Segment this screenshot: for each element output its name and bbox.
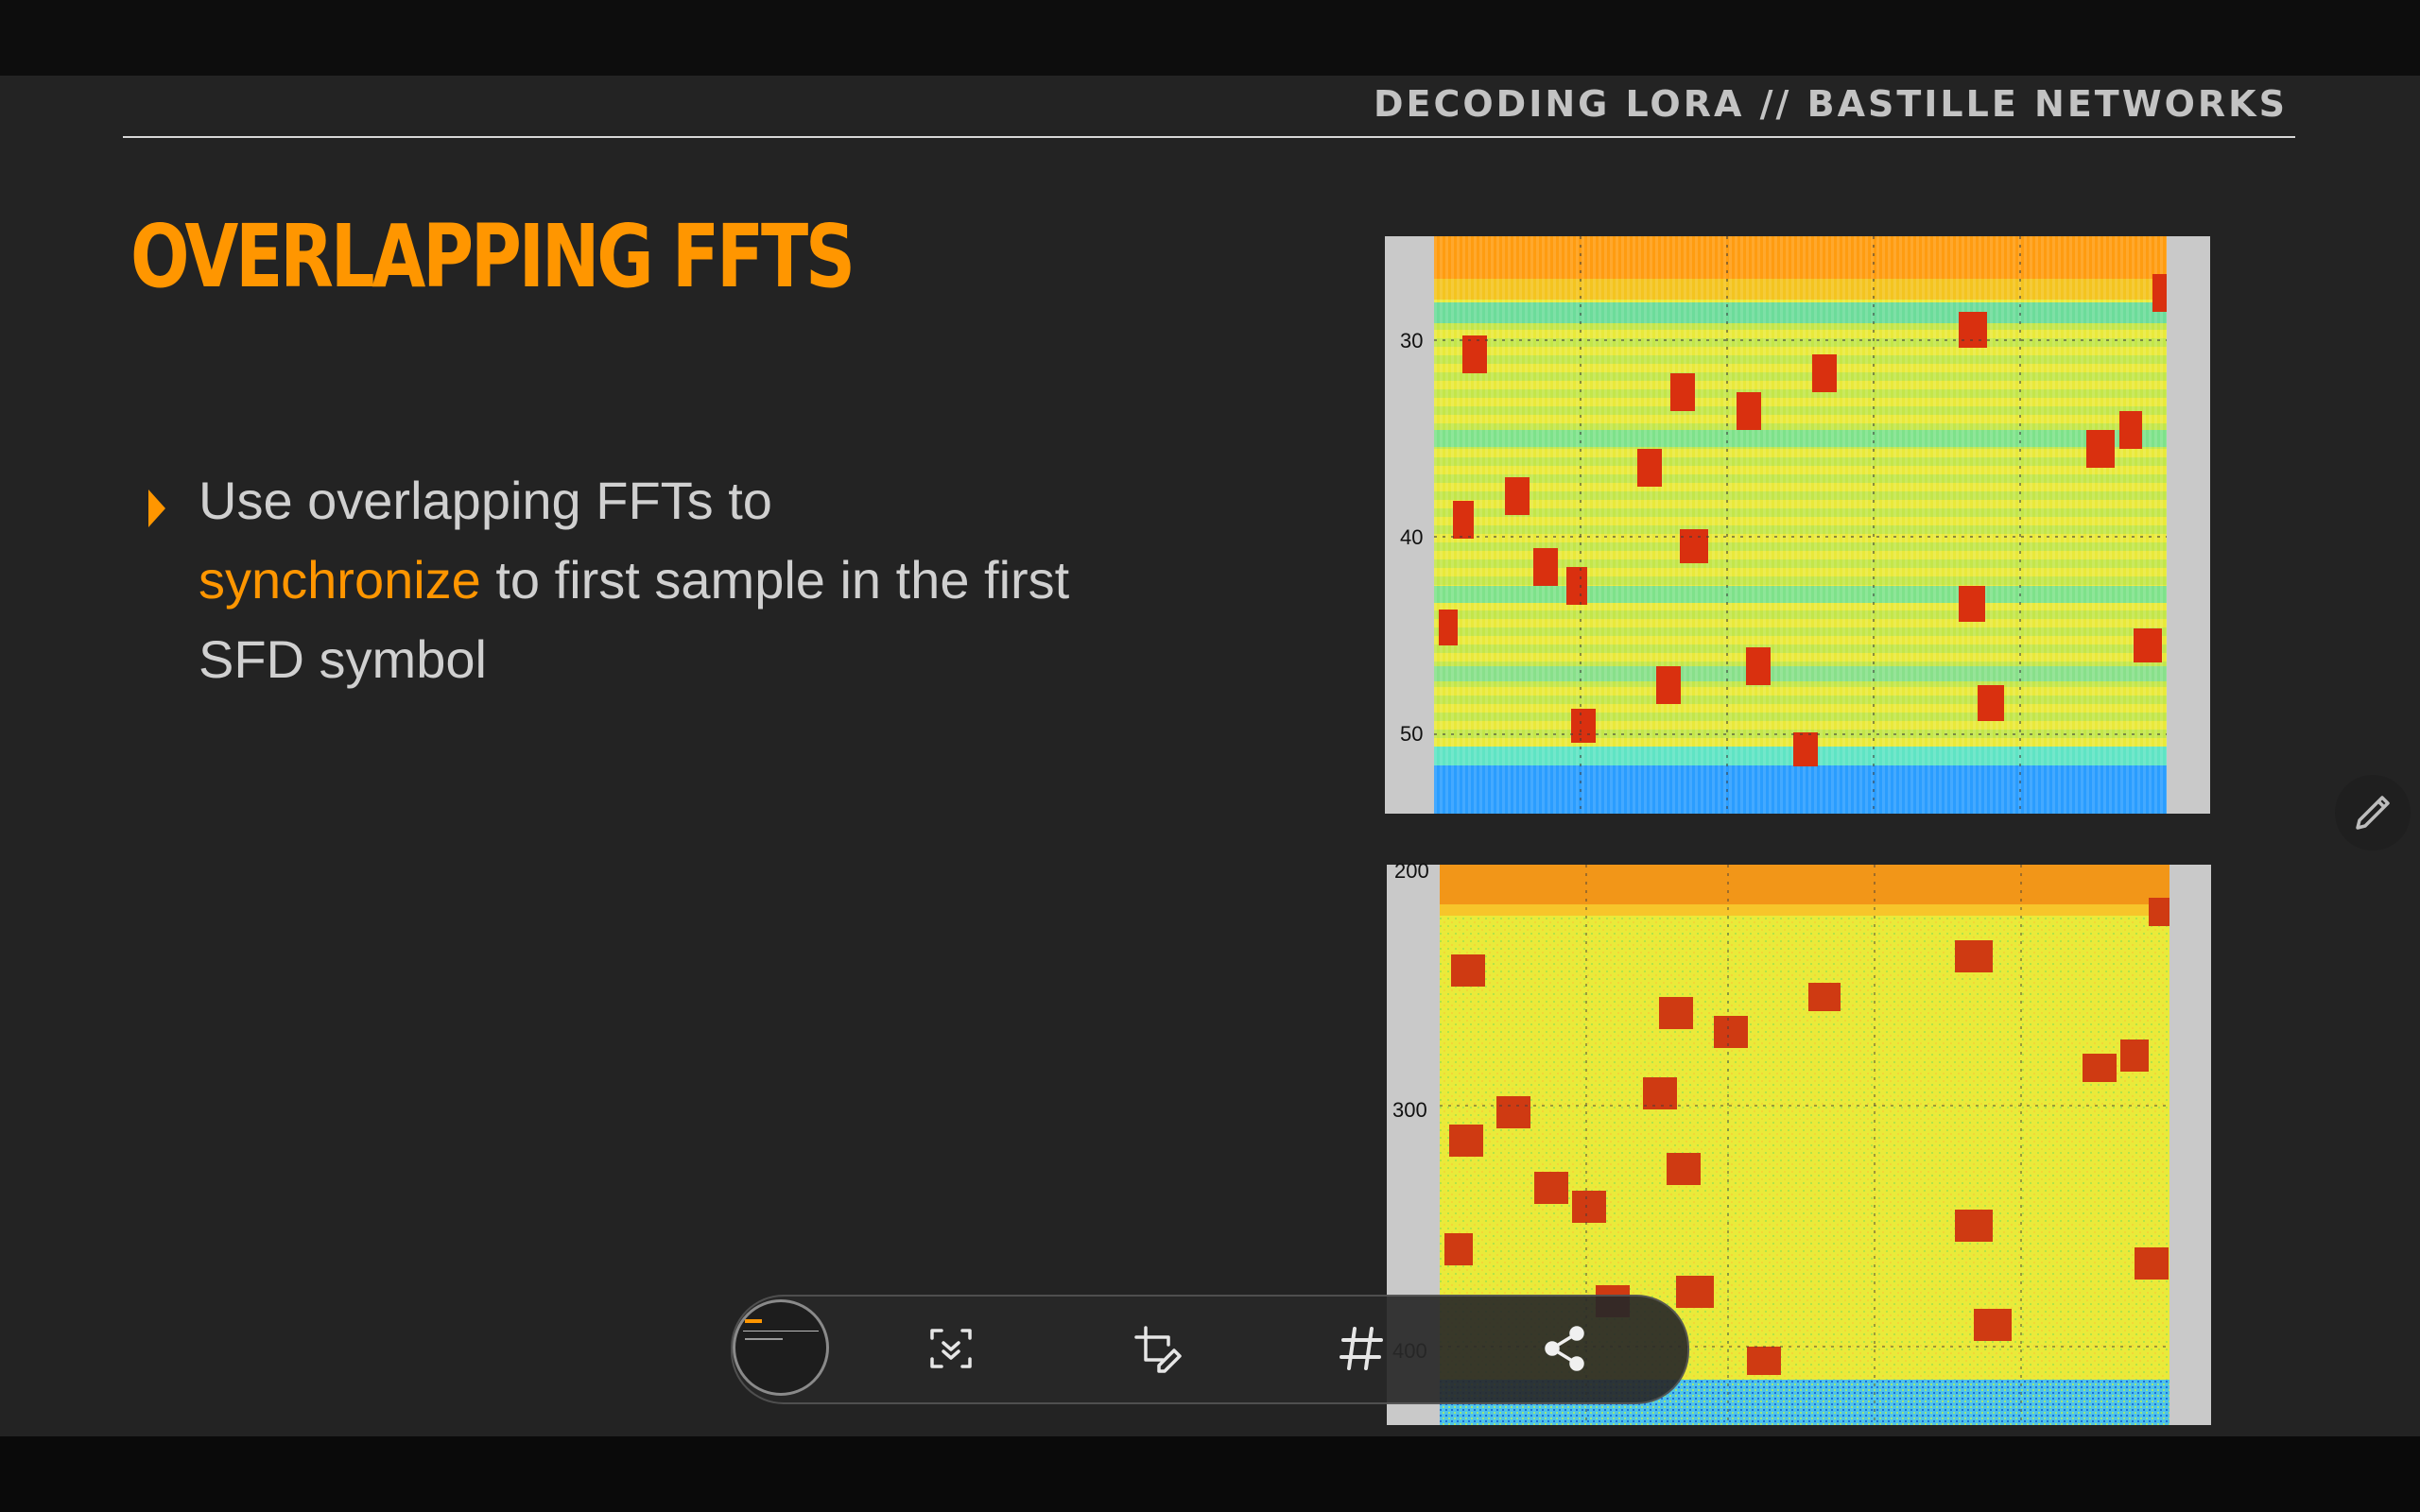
top-ytick-40: 40 xyxy=(1400,525,1424,549)
screenshot-toolbar xyxy=(731,1295,1689,1404)
header-rule xyxy=(123,136,2295,138)
top-bar xyxy=(0,0,2420,76)
slide-title: OVERLAPPING FFTS xyxy=(130,206,856,307)
scroll-capture-button[interactable] xyxy=(922,1318,982,1379)
bullet-highlight: synchronize xyxy=(199,550,481,610)
bottom-ytick-300: 300 xyxy=(1392,1098,1427,1122)
hashtag-icon xyxy=(1340,1327,1383,1370)
bullet-arrow-icon xyxy=(148,490,165,527)
slide-thumbnail[interactable] xyxy=(733,1299,829,1396)
edit-pencil-button[interactable] xyxy=(2335,775,2411,850)
top-spectrogram: 30 40 50 xyxy=(1385,236,2210,814)
slide-header: DECODING LORA // BASTILLE NETWORKS xyxy=(1373,83,2288,125)
crop-edit-button[interactable] xyxy=(1127,1318,1187,1379)
top-ytick-50: 50 xyxy=(1400,722,1424,746)
share-icon xyxy=(1545,1326,1584,1371)
bottom-spectrogram: 200 300 400 xyxy=(1387,859,2211,1425)
bottom-bar xyxy=(0,1436,2420,1512)
bullet-part2: to first sample in the first SFD symbol xyxy=(199,550,1070,689)
crop-edit-icon xyxy=(1134,1326,1182,1373)
bullet-part1: Use overlapping FFTs to xyxy=(199,471,772,530)
pencil-icon xyxy=(2356,796,2390,830)
top-spectrogram-image xyxy=(1434,236,2167,814)
scroll-capture-icon xyxy=(930,1329,972,1368)
thumbnail-text-mark xyxy=(745,1338,783,1340)
bottom-ytick-200: 200 xyxy=(1394,859,1429,883)
hashtag-button[interactable] xyxy=(1331,1318,1392,1379)
share-button[interactable] xyxy=(1535,1318,1596,1379)
bullet-text: Use overlapping FFTs to synchronize to fi… xyxy=(199,461,1144,699)
thumbnail-rule-mark xyxy=(743,1331,819,1332)
thumbnail-title-mark xyxy=(745,1319,762,1323)
top-ytick-30: 30 xyxy=(1400,329,1424,352)
